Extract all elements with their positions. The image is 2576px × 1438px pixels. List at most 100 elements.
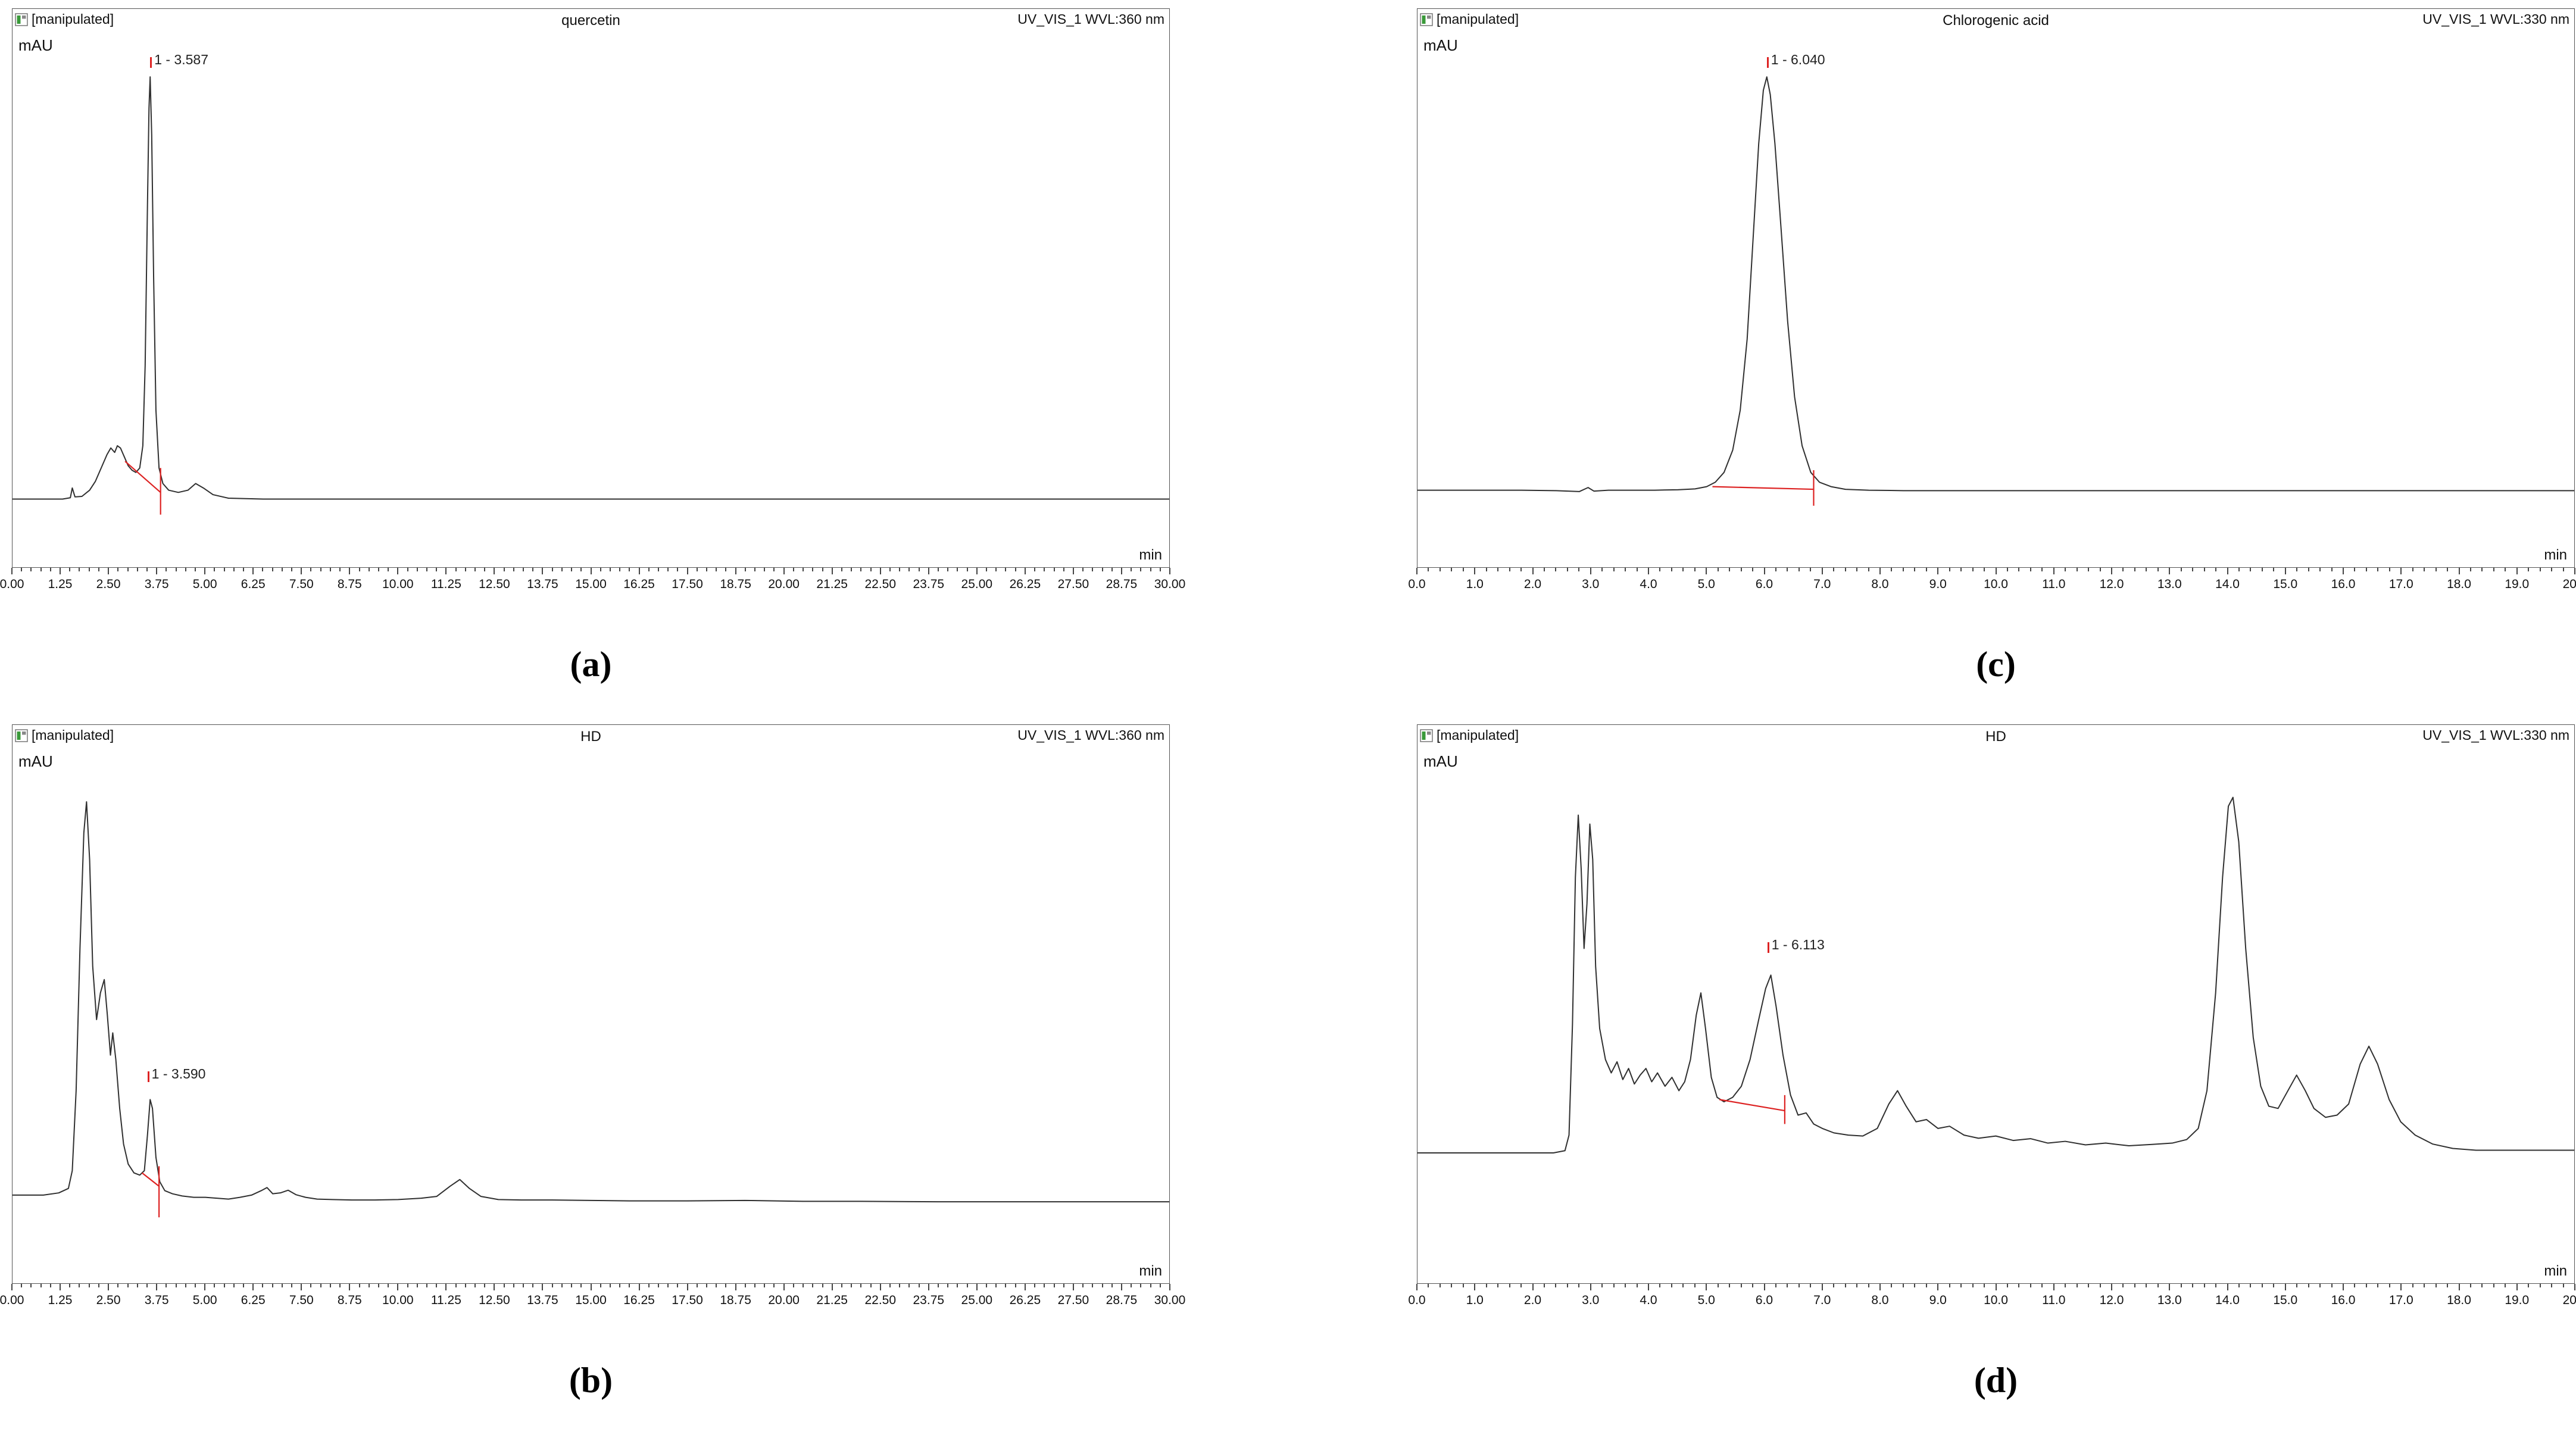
x-axis-minor-tick <box>599 568 601 571</box>
x-axis-tick <box>976 1284 978 1290</box>
x-axis-minor-tick <box>744 1284 746 1287</box>
x-axis-minor-tick <box>2273 568 2275 571</box>
x-axis-minor-tick <box>609 568 611 571</box>
x-axis-minor-tick <box>2122 568 2124 571</box>
x-axis-minor-tick <box>310 1284 312 1287</box>
x-axis-tick-label: 30.00 <box>1154 1293 1186 1307</box>
x-axis-minor-tick <box>1082 568 1084 571</box>
x-axis-tick-label: 10.0 <box>1984 577 2008 591</box>
x-axis-tick-label: 15.00 <box>575 1293 607 1307</box>
x-axis-minor-tick <box>1497 1284 1499 1287</box>
x-axis-minor-tick <box>1131 568 1132 571</box>
x-axis-minor-tick <box>841 1284 842 1287</box>
x-axis-minor-tick <box>30 568 32 571</box>
x-axis-tick-label: 20.0 <box>2562 1293 2576 1307</box>
x-axis-minor-tick <box>609 1284 611 1287</box>
x-axis-minor-tick <box>677 568 679 571</box>
x-axis-minor-tick <box>21 1284 23 1287</box>
x-axis-minor-tick <box>214 568 216 571</box>
x-axis-minor-tick <box>1856 568 1858 571</box>
x-axis-tick <box>1937 1284 1939 1290</box>
x-axis-tick-label: 16.25 <box>623 1293 655 1307</box>
x-axis-minor-tick <box>49 568 51 571</box>
peak-baseline-marker <box>125 461 161 492</box>
x-axis-minor-tick <box>2122 1284 2124 1287</box>
x-axis-minor-tick <box>1159 1284 1161 1287</box>
x-axis-tick <box>1648 1284 1649 1290</box>
x-axis-minor-tick <box>1833 568 1835 571</box>
x-axis-minor-tick <box>899 1284 901 1287</box>
x-axis-tick <box>301 1284 302 1290</box>
x-axis: 0.0 1.0 2.0 3.0 4.0 5.0 6.0 7.0 8.0 9.0 10.0 11.0 12… <box>1408 1284 2576 1316</box>
x-axis-minor-tick <box>841 568 842 571</box>
x-axis-minor-tick <box>30 1284 32 1287</box>
x-axis-minor-tick <box>792 568 794 571</box>
x-axis-tick-label: 26.25 <box>1009 1293 1041 1307</box>
x-axis-minor-tick <box>1485 1284 1487 1287</box>
x-axis-minor-tick <box>98 1284 99 1287</box>
x-axis-minor-tick <box>407 1284 408 1287</box>
x-axis-tick <box>928 1284 929 1290</box>
x-axis-tick <box>1532 1284 1534 1290</box>
x-axis-minor-tick <box>957 568 958 571</box>
x-axis-minor-tick <box>696 568 698 571</box>
x-axis-minor-tick <box>860 568 862 571</box>
x-axis-tick-label: 6.25 <box>241 577 266 591</box>
x-axis-minor-tick <box>1543 568 1545 571</box>
x-axis-minor-tick <box>1150 1284 1151 1287</box>
x-axis-minor-tick <box>358 1284 360 1287</box>
chromatogram-panel-c: [manipulated] Chlorogenic acid UV_VIS_1 … <box>1417 8 2575 568</box>
figure-cell-b: [manipulated] HD UV_VIS_1 WVL:360 nm mAU… <box>0 724 1185 1419</box>
x-axis-minor-tick <box>995 568 997 571</box>
x-axis-minor-tick <box>1053 1284 1055 1287</box>
x-axis-tick-label: 16.25 <box>623 577 655 591</box>
caption-a: (a) <box>570 645 612 684</box>
x-axis-minor-tick <box>773 568 775 571</box>
x-axis-minor-tick <box>1972 568 1974 571</box>
x-axis-minor-tick <box>1960 568 1962 571</box>
figure-cell-a: [manipulated] quercetin UV_VIS_1 WVL:360… <box>0 8 1185 703</box>
x-axis-tick <box>1474 568 1476 574</box>
x-axis-minor-tick <box>918 568 920 571</box>
x-axis-minor-tick <box>474 568 476 571</box>
x-axis-minor-tick <box>2250 1284 2252 1287</box>
chromatogram-trace-svg <box>1417 34 2574 567</box>
x-axis-minor-tick <box>455 1284 457 1287</box>
peak-annotation: 1 - 6.040 <box>1766 52 1825 68</box>
x-axis-tick <box>1995 568 1997 574</box>
x-axis-minor-tick <box>619 1284 621 1287</box>
x-axis-tick-label: 1.0 <box>1466 1293 1484 1307</box>
x-axis-tick-label: 2.50 <box>96 1293 121 1307</box>
x-axis-minor-tick <box>223 568 225 571</box>
x-axis-tick <box>1120 1284 1122 1290</box>
x-axis-tick-label: 7.50 <box>289 577 314 591</box>
manipulated-chip: [manipulated] <box>15 11 114 27</box>
x-axis-tick-label: 17.0 <box>2388 1293 2413 1307</box>
x-axis-tick-label: 19.0 <box>2505 1293 2530 1307</box>
x-axis-minor-tick <box>2215 1284 2217 1287</box>
x-axis-minor-tick <box>166 1284 167 1287</box>
x-axis-tick <box>1763 1284 1765 1290</box>
x-axis-tick-label: 0.0 <box>1408 1293 1426 1307</box>
x-axis-tick <box>2574 1284 2575 1290</box>
chromatogram-panel-b: [manipulated] HD UV_VIS_1 WVL:360 nm mAU… <box>12 724 1170 1284</box>
x-axis-tick <box>2111 568 2112 574</box>
x-axis-tick <box>879 568 881 574</box>
x-axis-minor-tick <box>716 568 717 571</box>
x-axis-tick <box>2574 568 2575 574</box>
x-axis-minor-tick <box>1972 1284 1974 1287</box>
x-axis-minor-tick <box>2192 1284 2194 1287</box>
x-axis-minor-tick <box>2424 1284 2425 1287</box>
x-axis-minor-tick <box>523 568 524 571</box>
y-axis-unit-label: mAU <box>1423 36 1458 54</box>
x-axis-minor-tick <box>2528 568 2530 571</box>
peak-apex-tick <box>1767 942 1769 953</box>
x-axis-minor-tick <box>1014 1284 1016 1287</box>
x-axis-tick <box>2458 1284 2460 1290</box>
x-axis-minor-tick <box>1787 1284 1788 1287</box>
x-axis-minor-tick <box>2076 568 2078 571</box>
x-axis-tick <box>349 568 351 574</box>
x-axis-minor-tick <box>513 1284 514 1287</box>
panel-title: quercetin <box>561 12 620 29</box>
x-axis-tick-label: 5.0 <box>1697 577 1715 591</box>
